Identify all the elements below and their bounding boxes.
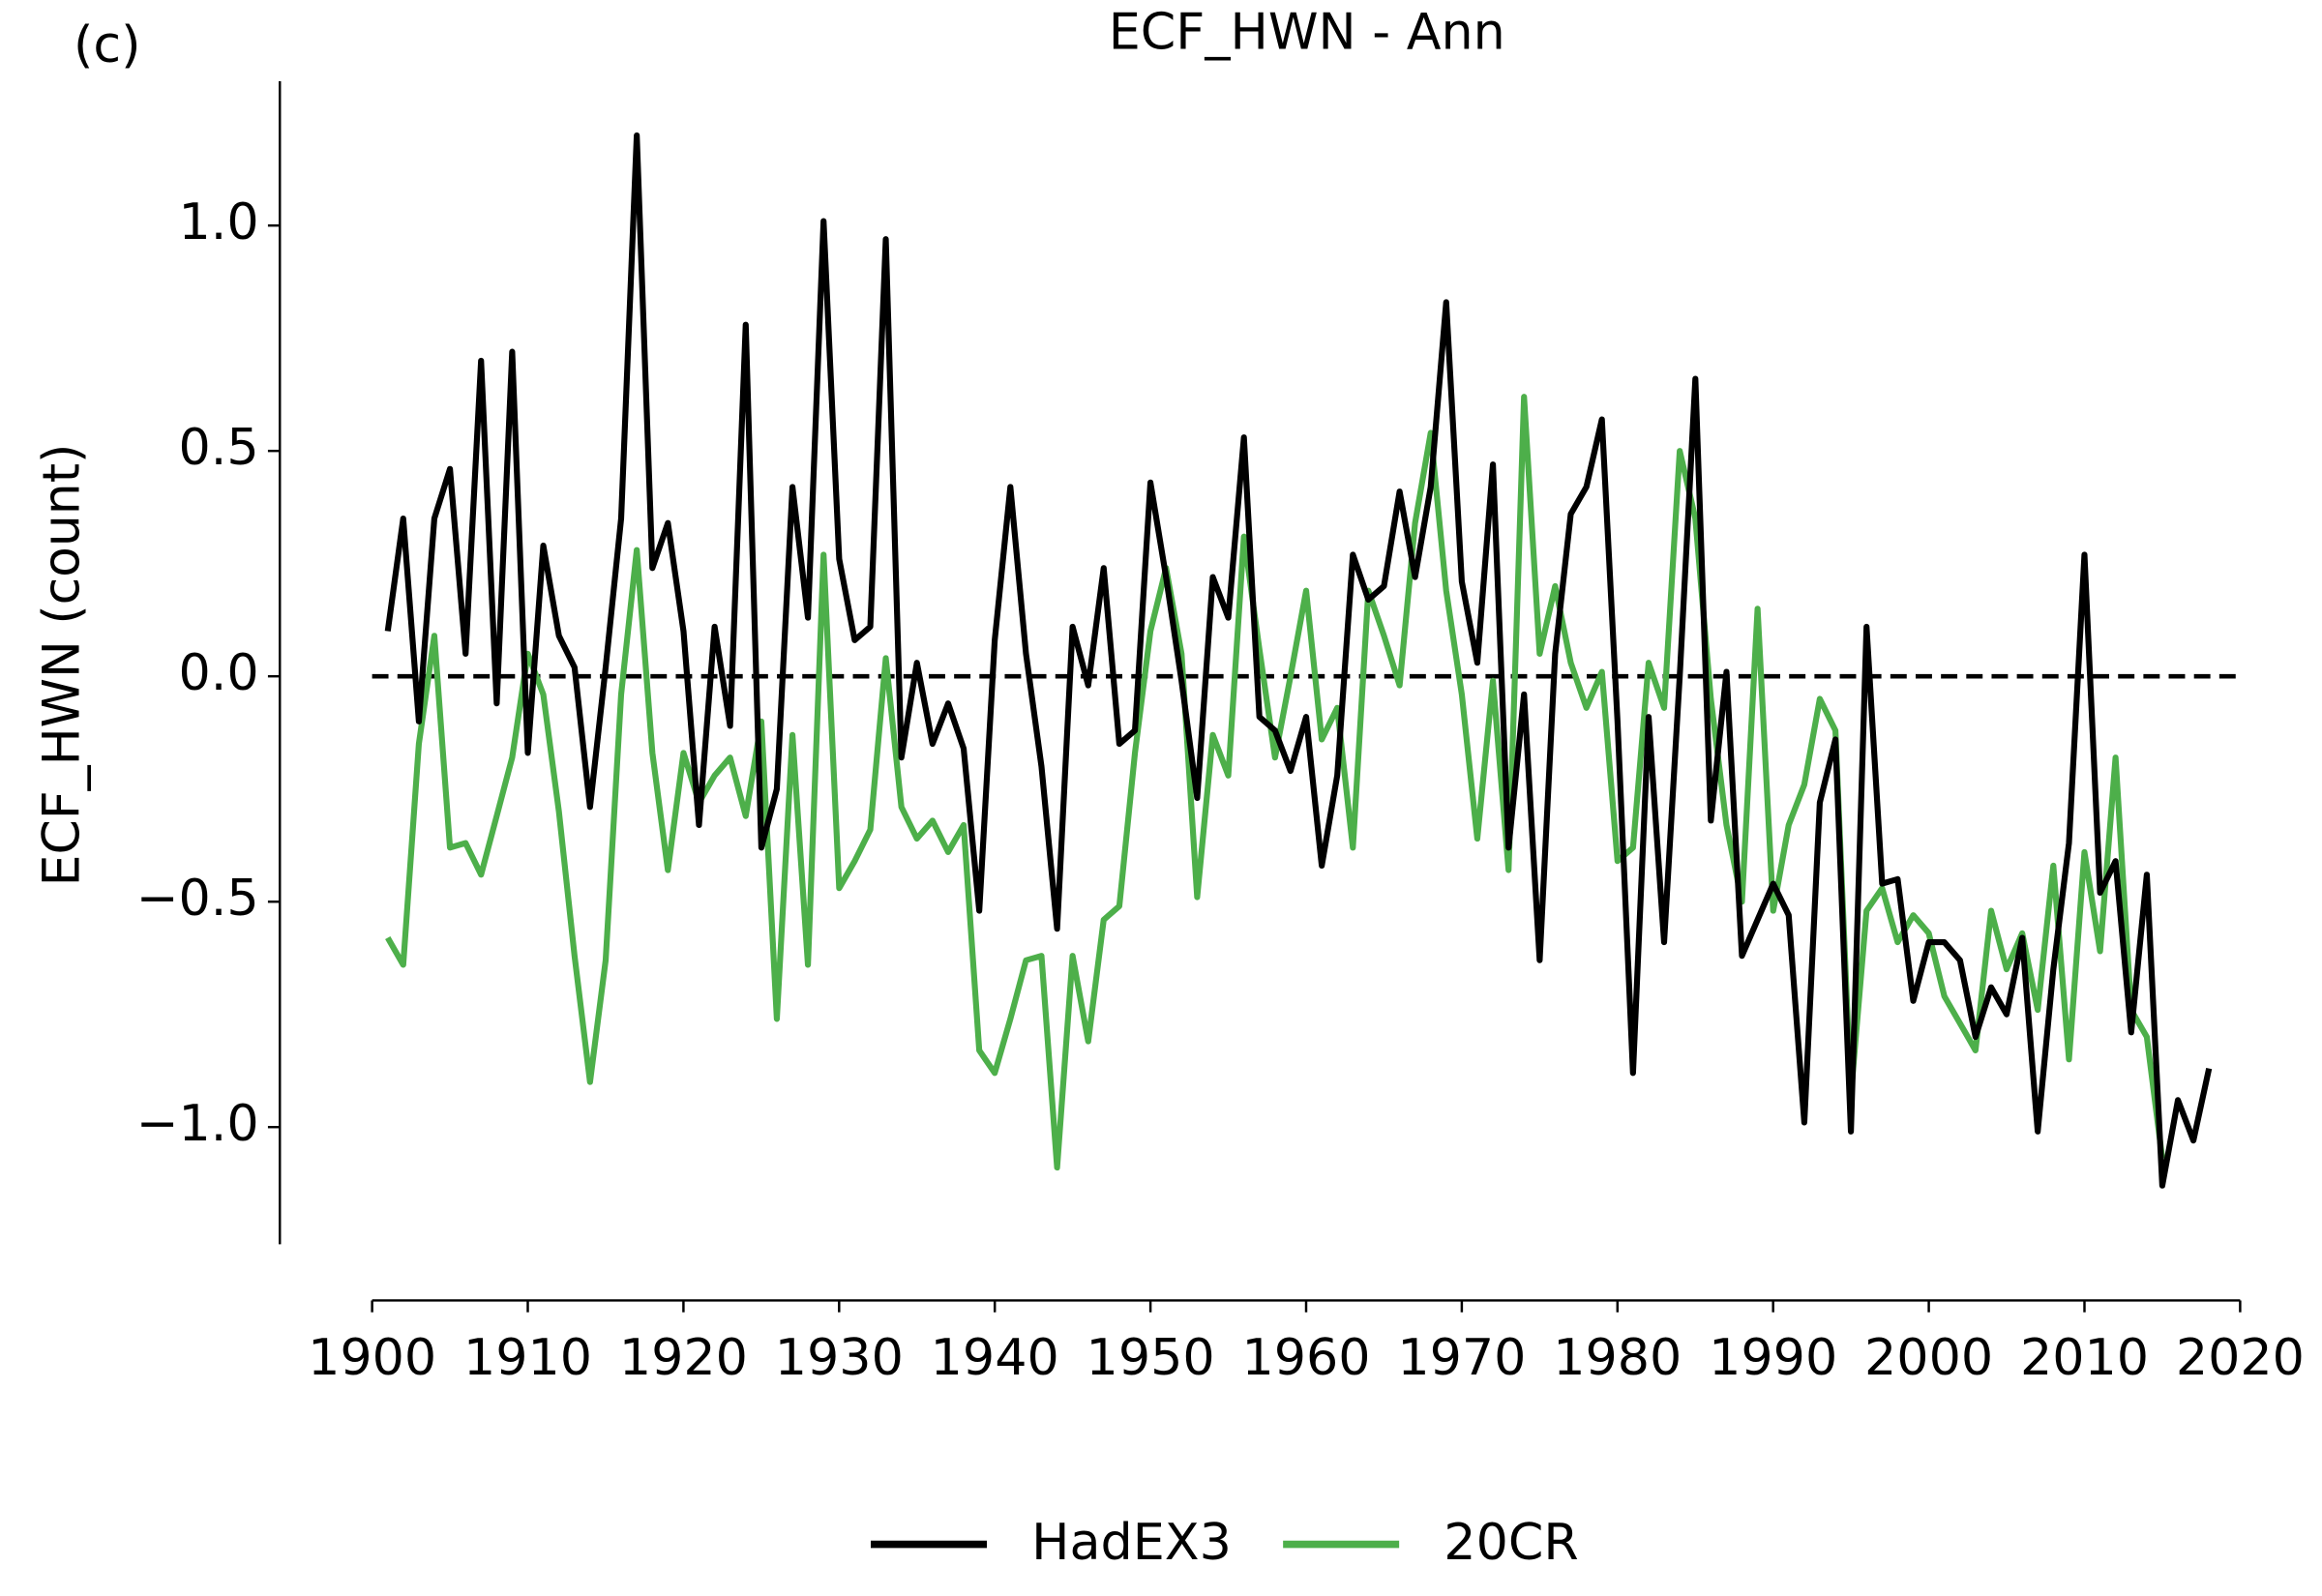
x-tick-label: 1920 bbox=[619, 1329, 748, 1387]
x-tick-label: 1960 bbox=[1241, 1329, 1370, 1387]
y-tick-label: 0.5 bbox=[179, 419, 259, 477]
legend-label: 20CR bbox=[1444, 1514, 1578, 1572]
series-line bbox=[385, 394, 2165, 1171]
y-tick-label: −0.5 bbox=[136, 870, 259, 928]
x-tick-label: 1930 bbox=[775, 1329, 904, 1387]
y-tick-label: 1.0 bbox=[179, 193, 259, 251]
y-tick-label: 0.0 bbox=[179, 644, 259, 702]
x-tick-label: 2020 bbox=[2176, 1329, 2305, 1387]
x-tick-label: 1910 bbox=[463, 1329, 592, 1387]
x-tick-label: 1950 bbox=[1087, 1329, 1215, 1387]
x-tick-label: 2010 bbox=[2020, 1329, 2149, 1387]
x-tick-label: 1940 bbox=[931, 1329, 1059, 1387]
x-tick-label: 2000 bbox=[1864, 1329, 1993, 1387]
x-tick-label: 1970 bbox=[1397, 1329, 1526, 1387]
y-tick-label: −1.0 bbox=[136, 1095, 259, 1153]
x-tick-label: 1980 bbox=[1553, 1329, 1682, 1387]
x-tick-label: 1900 bbox=[308, 1329, 436, 1387]
panel-label: (c) bbox=[74, 16, 141, 74]
chart-title: ECF_HWN - Ann bbox=[1109, 4, 1505, 62]
series-line bbox=[384, 132, 2213, 1189]
legend-label: HadEX3 bbox=[1031, 1514, 1232, 1572]
x-tick-label: 1990 bbox=[1709, 1329, 1837, 1387]
y-axis-label: ECF_HWN (count) bbox=[34, 444, 92, 887]
